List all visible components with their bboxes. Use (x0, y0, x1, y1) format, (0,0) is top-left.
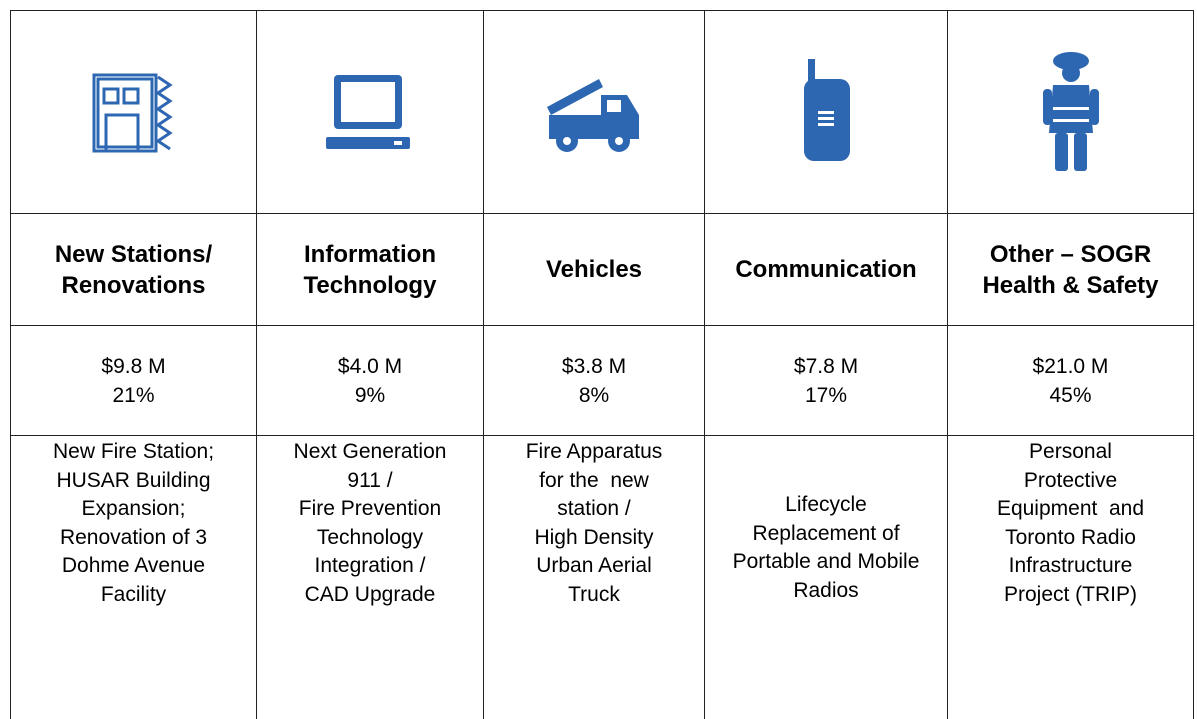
description-line: Technology (257, 524, 483, 553)
icon-cell (705, 11, 948, 214)
icon-row (11, 11, 1194, 214)
description-line: Radios (705, 577, 947, 606)
description-line: Dohme Avenue (11, 552, 256, 581)
title-cell: Vehicles (484, 214, 705, 326)
description-line: for the new (484, 467, 704, 496)
radio-icon (776, 57, 876, 167)
title-line: Vehicles (484, 254, 704, 285)
description-line: High Density (484, 524, 704, 553)
icon-cell (948, 11, 1194, 214)
description-line: Equipment and (948, 495, 1193, 524)
computer-icon (320, 67, 420, 157)
description-line: Fire Prevention (257, 495, 483, 524)
share: 17% (705, 381, 947, 410)
amount: $3.8 M (484, 352, 704, 381)
truck-icon (539, 67, 649, 157)
amount: $7.8 M (705, 352, 947, 381)
description-line: Urban Aerial (484, 552, 704, 581)
description-line: Integration / (257, 552, 483, 581)
description-line: Truck (484, 581, 704, 610)
description-line: station / (484, 495, 704, 524)
title-line: Other – SOGR (948, 239, 1193, 270)
description-line: Lifecycle (705, 491, 947, 520)
description-line: Protective (948, 467, 1193, 496)
amount: $21.0 M (948, 352, 1193, 381)
description-line: Personal (948, 438, 1193, 467)
description-line: Renovation of 3 (11, 524, 256, 553)
amount: $4.0 M (257, 352, 483, 381)
title-line: Information (257, 239, 483, 270)
title-line: Technology (257, 270, 483, 301)
share: 8% (484, 381, 704, 410)
description-line: New Fire Station; (11, 438, 256, 467)
description-line: Facility (11, 581, 256, 610)
icon-cell (484, 11, 705, 214)
title-cell: New Stations/Renovations (11, 214, 257, 326)
description-line: Expansion; (11, 495, 256, 524)
description-line: HUSAR Building (11, 467, 256, 496)
title-line: Renovations (11, 270, 256, 301)
description-line: Infrastructure (948, 552, 1193, 581)
share: 21% (11, 381, 256, 410)
description-line: CAD Upgrade (257, 581, 483, 610)
amount: $9.8 M (11, 352, 256, 381)
icon-cell (257, 11, 484, 214)
share: 45% (948, 381, 1193, 410)
building-icon (84, 67, 184, 157)
description-line: Portable and Mobile (705, 548, 947, 577)
description-line: Replacement of (705, 520, 947, 549)
firefighter-icon (1021, 47, 1121, 177)
description-line: Project (TRIP) (948, 581, 1193, 610)
title-line: New Stations/ (11, 239, 256, 270)
title-cell: Communication (705, 214, 948, 326)
description-line: Next Generation (257, 438, 483, 467)
title-line: Communication (705, 254, 947, 285)
description-line: 911 / (257, 467, 483, 496)
icon-cell (11, 11, 257, 214)
title-line: Health & Safety (948, 270, 1193, 301)
description-line: Fire Apparatus (484, 438, 704, 467)
share: 9% (257, 381, 483, 410)
description-line: Toronto Radio (948, 524, 1193, 553)
